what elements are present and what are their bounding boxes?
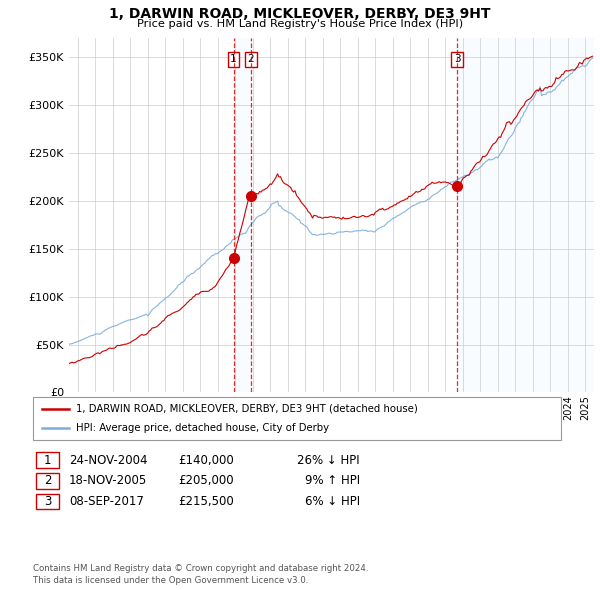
Text: 2: 2 [247, 54, 254, 64]
Text: Price paid vs. HM Land Registry's House Price Index (HPI): Price paid vs. HM Land Registry's House … [137, 19, 463, 29]
Text: 3: 3 [44, 495, 51, 508]
Text: 08-SEP-2017: 08-SEP-2017 [69, 495, 144, 508]
Text: 1, DARWIN ROAD, MICKLEOVER, DERBY, DE3 9HT: 1, DARWIN ROAD, MICKLEOVER, DERBY, DE3 9… [109, 7, 491, 21]
Text: 9% ↑ HPI: 9% ↑ HPI [305, 474, 360, 487]
Text: 18-NOV-2005: 18-NOV-2005 [69, 474, 147, 487]
Bar [457, 38, 594, 392]
Text: Contains HM Land Registry data © Crown copyright and database right 2024.
This d: Contains HM Land Registry data © Crown c… [33, 565, 368, 585]
Text: 24-NOV-2004: 24-NOV-2004 [69, 454, 148, 467]
Text: 1, DARWIN ROAD, MICKLEOVER, DERBY, DE3 9HT (detached house): 1, DARWIN ROAD, MICKLEOVER, DERBY, DE3 9… [76, 404, 418, 414]
Text: £205,000: £205,000 [178, 474, 234, 487]
Text: 2: 2 [44, 474, 51, 487]
Text: £215,500: £215,500 [178, 495, 234, 508]
Text: 6% ↓ HPI: 6% ↓ HPI [305, 495, 360, 508]
Bar [233, 38, 251, 392]
Text: HPI: Average price, detached house, City of Derby: HPI: Average price, detached house, City… [76, 422, 329, 432]
Text: 1: 1 [230, 54, 237, 64]
Text: £140,000: £140,000 [178, 454, 234, 467]
Text: 3: 3 [454, 54, 461, 64]
Text: 1: 1 [44, 454, 51, 467]
Text: 26% ↓ HPI: 26% ↓ HPI [298, 454, 360, 467]
